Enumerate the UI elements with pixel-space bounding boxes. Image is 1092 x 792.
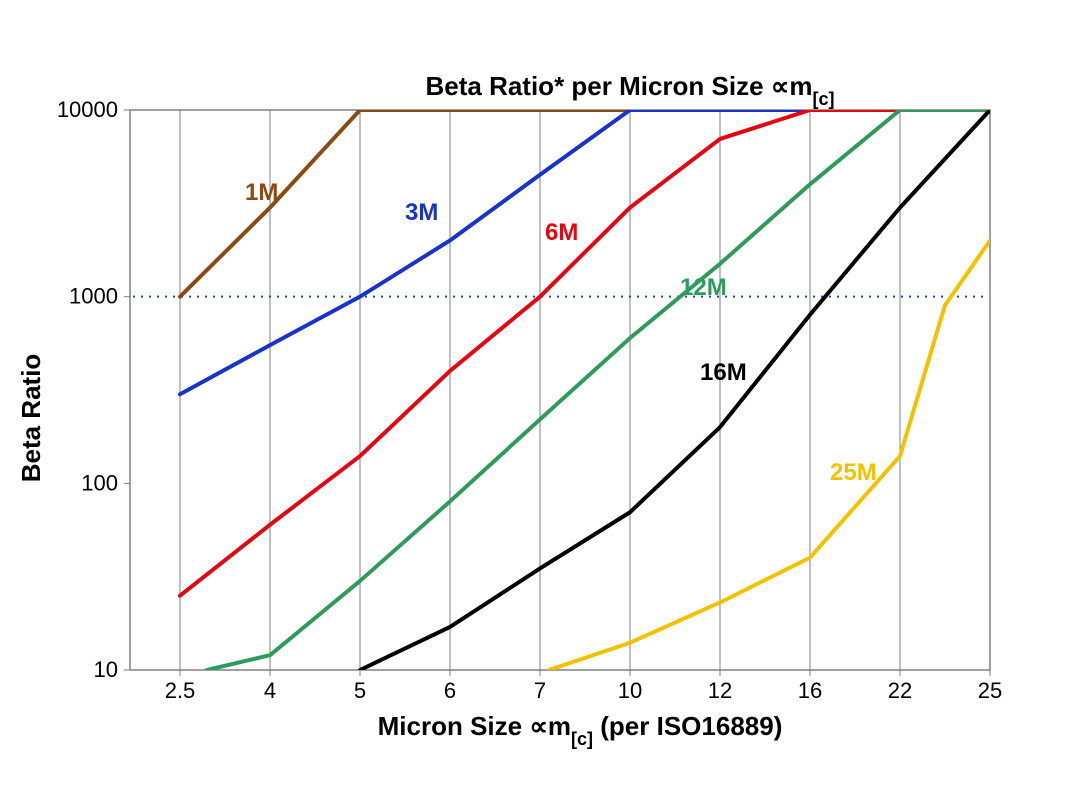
series-label-16M: 16M	[700, 359, 747, 386]
ytick-label: 1000	[69, 284, 118, 309]
ytick-label: 100	[81, 470, 118, 495]
xtick-label: 25	[978, 678, 1002, 703]
xtick-label: 22	[888, 678, 912, 703]
xtick-label: 2.5	[165, 678, 196, 703]
series-label-12M: 12M	[680, 274, 727, 301]
series-label-25M: 25M	[830, 459, 877, 486]
series-label-1M: 1M	[245, 179, 278, 206]
ytick-label: 10	[94, 657, 118, 682]
xtick-label: 10	[618, 678, 642, 703]
y-axis-title: Beta Ratio	[16, 354, 46, 483]
xtick-label: 6	[444, 678, 456, 703]
xtick-label: 4	[264, 678, 276, 703]
xtick-label: 12	[708, 678, 732, 703]
ytick-label: 10000	[57, 97, 118, 122]
xtick-label: 5	[354, 678, 366, 703]
series-label-6M: 6M	[545, 219, 578, 246]
xtick-label: 16	[798, 678, 822, 703]
xtick-label: 7	[534, 678, 546, 703]
series-label-3M: 3M	[405, 199, 438, 226]
